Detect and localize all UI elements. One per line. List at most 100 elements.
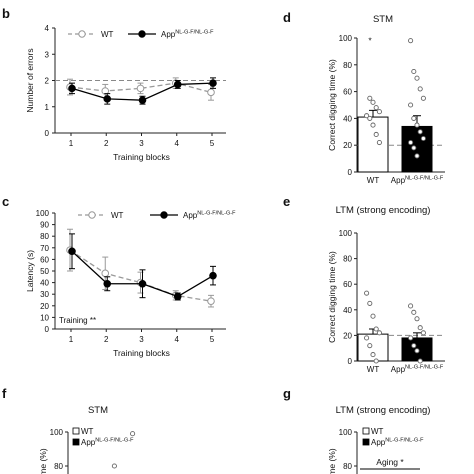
y-axis-label: Correct digging time (%): [327, 251, 337, 343]
individual-point: [420, 135, 426, 142]
x-tick-label: 5: [210, 139, 215, 148]
legend-swatch: [72, 427, 80, 435]
individual-point: [367, 95, 373, 101]
panel-title: LTM (strong encoding): [336, 205, 431, 216]
panel-title: STM: [373, 14, 393, 25]
data-point: [138, 96, 147, 104]
series-line-0: [69, 249, 212, 302]
data-point: [207, 88, 215, 97]
legend-label: AppNL-G-F/NL-G-F: [371, 438, 424, 448]
y-tick-label: 40: [40, 279, 49, 288]
x-tick-label: 2: [104, 139, 109, 148]
legend-swatch: [72, 438, 80, 446]
legend-label: WT: [81, 427, 94, 436]
legend-swatch: [362, 427, 370, 435]
y-tick-label: 40: [343, 306, 352, 315]
y-tick-label: 100: [50, 428, 64, 437]
legend-marker: [88, 211, 96, 219]
panel-d: d STM 0 20 40 60 80 100 Correct digging time (%)…: [283, 10, 445, 185]
x-axis-label: Training blocks: [113, 152, 170, 162]
individual-point: [417, 129, 423, 135]
individual-point: [130, 431, 136, 437]
y-tick-label: 0: [348, 168, 353, 177]
y-tick-label: 10: [40, 313, 49, 322]
x-tick-label: 2: [104, 335, 109, 344]
data-point: [138, 279, 147, 288]
x-tick-label: WT: [367, 365, 380, 374]
y-tick-label: 40: [343, 114, 352, 123]
annotation: Aging *: [376, 457, 404, 467]
x-tick-label: 4: [175, 335, 180, 344]
y-tick-label: 0: [45, 129, 50, 138]
individual-point: [367, 115, 373, 121]
legend-swatch: [362, 438, 370, 446]
individual-point: [414, 316, 420, 322]
x-tick-label: 1: [69, 139, 74, 148]
y-axis-label: Correct digging time (%): [327, 59, 337, 151]
y-axis-label: Number of errors: [25, 48, 35, 112]
data-point: [68, 247, 76, 256]
individual-point: [376, 330, 382, 336]
data-point: [101, 269, 110, 278]
x-tick-label: AppNL-G-F/NL-G-F: [391, 365, 444, 375]
individual-point: [414, 153, 420, 159]
individual-point: [367, 343, 373, 349]
y-tick-label: 80: [343, 255, 352, 264]
individual-point: [408, 139, 414, 146]
individual-point: [111, 463, 117, 469]
individual-point: [373, 358, 379, 364]
panel-c: c 0 10 20 30 40 50 60 70 80 90 100 1 2 3 4 5 Training blo…: [2, 194, 236, 358]
y-tick-label: 50: [40, 267, 49, 276]
data-point: [173, 292, 182, 301]
data-point: [209, 79, 217, 87]
individual-point: [367, 300, 373, 306]
individual-point: [408, 303, 414, 309]
panel-letter: f: [2, 386, 7, 401]
y-tick-label: 2: [45, 77, 50, 86]
data-point: [207, 297, 215, 305]
panel-title: LTM (strong encoding): [336, 405, 431, 416]
individual-point: [364, 113, 370, 119]
legend-marker: [160, 211, 168, 219]
y-tick-label: 1: [45, 103, 50, 112]
y-tick-label: 0: [348, 357, 353, 366]
legend-label: AppNL-G-F/NL-G-F: [161, 30, 214, 40]
panel-b: b 0 1 2 3 4 1 2 3 4 5 Training blocks Number of erro…: [2, 6, 226, 162]
y-tick-label: 3: [45, 50, 50, 59]
legend-label-sup: NL-G-F/NL-G-F: [197, 211, 236, 217]
legend-label-base: App: [81, 438, 96, 447]
individual-point: [408, 38, 414, 44]
individual-point: [373, 105, 379, 111]
individual-point: [414, 348, 420, 354]
y-axis-label: Latency (s): [25, 250, 35, 292]
individual-point: [411, 115, 417, 121]
y-tick-label: 100: [339, 34, 353, 43]
data-point: [209, 271, 217, 280]
panel-letter: g: [283, 386, 291, 401]
bar-1: [401, 125, 433, 173]
individual-point: [373, 326, 379, 332]
legend-label-base: App: [161, 30, 176, 39]
legend-label-sup: NL-G-F/NL-G-F: [175, 30, 214, 36]
legend-marker: [138, 30, 146, 38]
individual-point: [376, 109, 382, 115]
annotation: Training **: [59, 316, 96, 325]
individual-point: [370, 99, 376, 105]
panel-letter: e: [283, 194, 290, 209]
individual-point: [417, 86, 423, 92]
y-tick-label: 0: [45, 325, 50, 334]
data-point: [103, 95, 112, 103]
data-point: [136, 84, 145, 93]
individual-point: [364, 335, 370, 341]
y-tick-label: 80: [40, 232, 49, 241]
data-point: [103, 279, 112, 288]
individual-point: [411, 145, 417, 151]
x-tick-label-sup: NL-G-F/NL-G-F: [405, 176, 444, 182]
y-tick-label: 80: [343, 61, 352, 70]
y-tick-label: 100: [339, 229, 353, 238]
individual-point: [376, 139, 382, 146]
x-tick-label: 4: [175, 139, 180, 148]
x-axis-label: Training blocks: [113, 348, 170, 358]
legend-label-sup: NL-G-F/NL-G-F: [385, 438, 424, 444]
significance-marker: *: [368, 35, 372, 45]
